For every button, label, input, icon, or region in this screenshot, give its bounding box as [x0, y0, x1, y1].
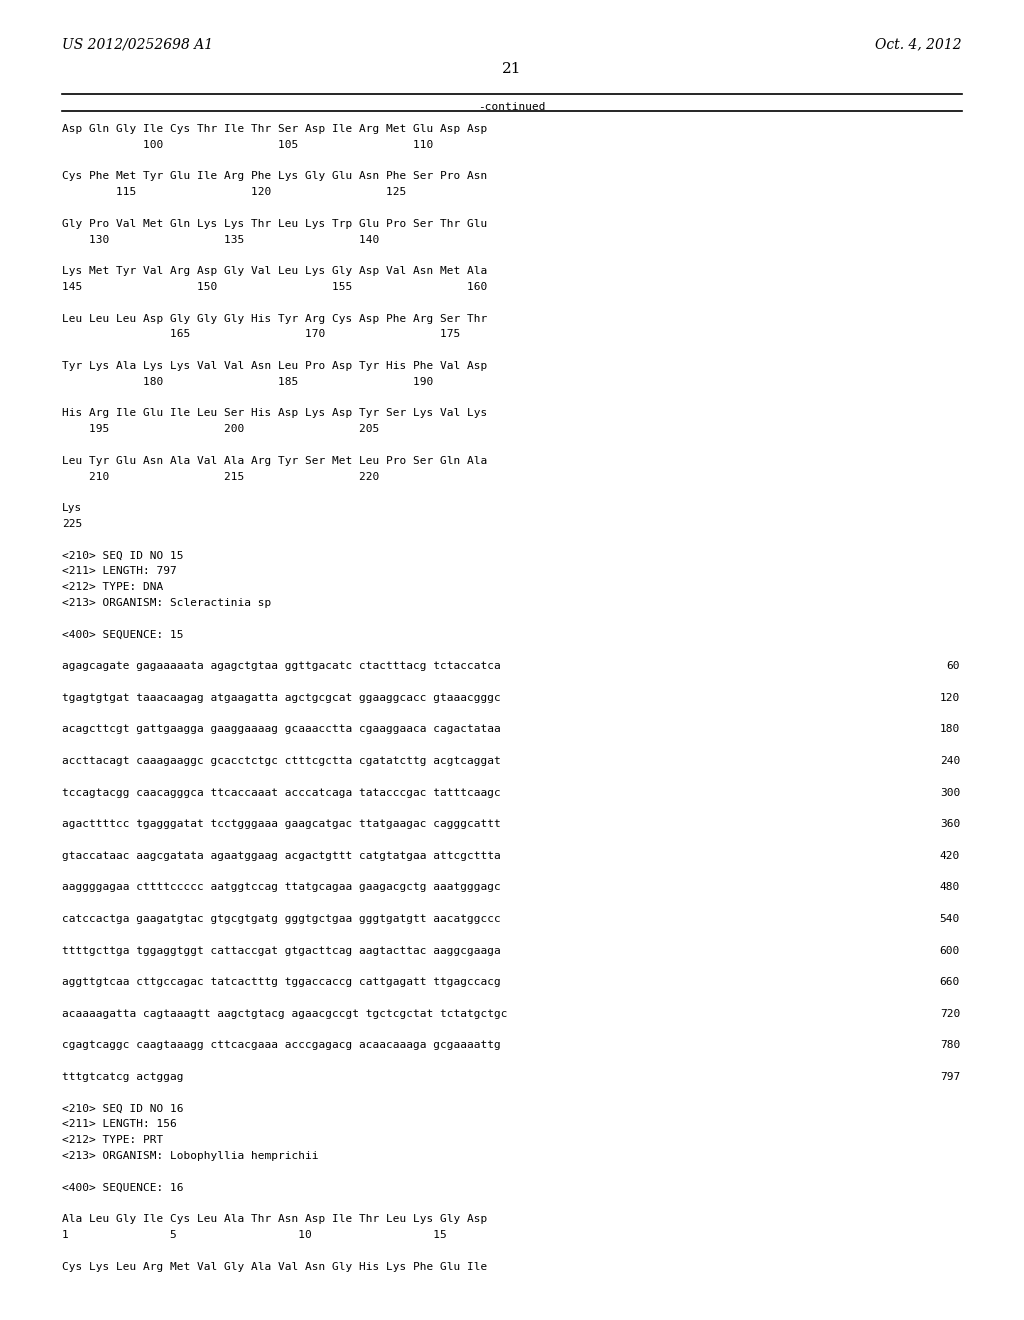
- Text: US 2012/0252698 A1: US 2012/0252698 A1: [62, 37, 213, 51]
- Text: 60: 60: [946, 661, 961, 671]
- Text: aggttgtcaa cttgccagac tatcactttg tggaccaccg cattgagatt ttgagccacg: aggttgtcaa cttgccagac tatcactttg tggacca…: [62, 977, 501, 987]
- Text: 720: 720: [940, 1008, 961, 1019]
- Text: Cys Lys Leu Arg Met Val Gly Ala Val Asn Gly His Lys Phe Glu Ile: Cys Lys Leu Arg Met Val Gly Ala Val Asn …: [62, 1262, 487, 1271]
- Text: Leu Leu Leu Asp Gly Gly Gly His Tyr Arg Cys Asp Phe Arg Ser Thr: Leu Leu Leu Asp Gly Gly Gly His Tyr Arg …: [62, 314, 487, 323]
- Text: <400> SEQUENCE: 15: <400> SEQUENCE: 15: [62, 630, 183, 640]
- Text: gtaccataac aagcgatata agaatggaag acgactgttt catgtatgaa attcgcttta: gtaccataac aagcgatata agaatggaag acgactg…: [62, 851, 501, 861]
- Text: Leu Tyr Glu Asn Ala Val Ala Arg Tyr Ser Met Leu Pro Ser Gln Ala: Leu Tyr Glu Asn Ala Val Ala Arg Tyr Ser …: [62, 455, 487, 466]
- Text: 1               5                  10                  15: 1 5 10 15: [62, 1230, 446, 1239]
- Text: accttacagt caaagaaggc gcacctctgc ctttcgctta cgatatcttg acgtcaggat: accttacagt caaagaaggc gcacctctgc ctttcgc…: [62, 756, 501, 766]
- Text: Lys: Lys: [62, 503, 82, 513]
- Text: 195                 200                 205: 195 200 205: [62, 424, 379, 434]
- Text: <212> TYPE: PRT: <212> TYPE: PRT: [62, 1135, 163, 1146]
- Text: -continued: -continued: [478, 102, 546, 112]
- Text: 420: 420: [940, 851, 961, 861]
- Text: <400> SEQUENCE: 16: <400> SEQUENCE: 16: [62, 1183, 183, 1192]
- Text: <210> SEQ ID NO 15: <210> SEQ ID NO 15: [62, 550, 183, 561]
- Text: 300: 300: [940, 788, 961, 797]
- Text: cgagtcaggc caagtaaagg cttcacgaaa acccgagacg acaacaaaga gcgaaaattg: cgagtcaggc caagtaaagg cttcacgaaa acccgag…: [62, 1040, 501, 1051]
- Text: 180                 185                 190: 180 185 190: [62, 376, 433, 387]
- Text: agagcagate gagaaaaata agagctgtaa ggttgacatc ctactttacg tctaccatca: agagcagate gagaaaaata agagctgtaa ggttgac…: [62, 661, 501, 671]
- Text: Asp Gln Gly Ile Cys Thr Ile Thr Ser Asp Ile Arg Met Glu Asp Asp: Asp Gln Gly Ile Cys Thr Ile Thr Ser Asp …: [62, 124, 487, 135]
- Text: His Arg Ile Glu Ile Leu Ser His Asp Lys Asp Tyr Ser Lys Val Lys: His Arg Ile Glu Ile Leu Ser His Asp Lys …: [62, 408, 487, 418]
- Text: acaaaagatta cagtaaagtt aagctgtacg agaacgccgt tgctcgctat tctatgctgc: acaaaagatta cagtaaagtt aagctgtacg agaacg…: [62, 1008, 508, 1019]
- Text: <210> SEQ ID NO 16: <210> SEQ ID NO 16: [62, 1104, 183, 1114]
- Text: <211> LENGTH: 156: <211> LENGTH: 156: [62, 1119, 177, 1130]
- Text: Ala Leu Gly Ile Cys Leu Ala Thr Asn Asp Ile Thr Leu Lys Gly Asp: Ala Leu Gly Ile Cys Leu Ala Thr Asn Asp …: [62, 1214, 487, 1224]
- Text: 115                 120                 125: 115 120 125: [62, 187, 407, 197]
- Text: 600: 600: [940, 945, 961, 956]
- Text: 360: 360: [940, 820, 961, 829]
- Text: acagcttcgt gattgaagga gaaggaaaag gcaaacctta cgaaggaaca cagactataa: acagcttcgt gattgaagga gaaggaaaag gcaaacc…: [62, 725, 501, 734]
- Text: 165                 170                 175: 165 170 175: [62, 330, 460, 339]
- Text: agacttttcc tgagggatat tcctgggaaa gaagcatgac ttatgaagac cagggcattt: agacttttcc tgagggatat tcctgggaaa gaagcat…: [62, 820, 501, 829]
- Text: 540: 540: [940, 913, 961, 924]
- Text: 780: 780: [940, 1040, 961, 1051]
- Text: 225: 225: [62, 519, 82, 529]
- Text: 120: 120: [940, 693, 961, 702]
- Text: tccagtacgg caacagggca ttcaccaaat acccatcaga tatacccgac tatttcaagc: tccagtacgg caacagggca ttcaccaaat acccatc…: [62, 788, 501, 797]
- Text: 240: 240: [940, 756, 961, 766]
- Text: Oct. 4, 2012: Oct. 4, 2012: [876, 37, 962, 51]
- Text: catccactga gaagatgtac gtgcgtgatg gggtgctgaa gggtgatgtt aacatggccc: catccactga gaagatgtac gtgcgtgatg gggtgct…: [62, 913, 501, 924]
- Text: 210                 215                 220: 210 215 220: [62, 471, 379, 482]
- Text: aaggggagaa cttttccccc aatggtccag ttatgcagaa gaagacgctg aaatgggagc: aaggggagaa cttttccccc aatggtccag ttatgca…: [62, 882, 501, 892]
- Text: <211> LENGTH: 797: <211> LENGTH: 797: [62, 566, 177, 577]
- Text: 660: 660: [940, 977, 961, 987]
- Text: 180: 180: [940, 725, 961, 734]
- Text: Lys Met Tyr Val Arg Asp Gly Val Leu Lys Gly Asp Val Asn Met Ala: Lys Met Tyr Val Arg Asp Gly Val Leu Lys …: [62, 267, 487, 276]
- Text: tttgtcatcg actggag: tttgtcatcg actggag: [62, 1072, 183, 1082]
- Text: 21: 21: [502, 62, 522, 77]
- Text: 145                 150                 155                 160: 145 150 155 160: [62, 282, 487, 292]
- Text: Tyr Lys Ala Lys Lys Val Val Asn Leu Pro Asp Tyr His Phe Val Asp: Tyr Lys Ala Lys Lys Val Val Asn Leu Pro …: [62, 360, 487, 371]
- Text: Cys Phe Met Tyr Glu Ile Arg Phe Lys Gly Glu Asn Phe Ser Pro Asn: Cys Phe Met Tyr Glu Ile Arg Phe Lys Gly …: [62, 172, 487, 181]
- Text: 480: 480: [940, 882, 961, 892]
- Text: 797: 797: [940, 1072, 961, 1082]
- Text: 100                 105                 110: 100 105 110: [62, 140, 433, 149]
- Text: <213> ORGANISM: Lobophyllia hemprichii: <213> ORGANISM: Lobophyllia hemprichii: [62, 1151, 318, 1162]
- Text: ttttgcttga tggaggtggt cattaccgat gtgacttcag aagtacttac aaggcgaaga: ttttgcttga tggaggtggt cattaccgat gtgactt…: [62, 945, 501, 956]
- Text: Gly Pro Val Met Gln Lys Lys Thr Leu Lys Trp Glu Pro Ser Thr Glu: Gly Pro Val Met Gln Lys Lys Thr Leu Lys …: [62, 219, 487, 228]
- Text: <213> ORGANISM: Scleractinia sp: <213> ORGANISM: Scleractinia sp: [62, 598, 271, 609]
- Text: tgagtgtgat taaacaagag atgaagatta agctgcgcat ggaaggcacc gtaaacgggc: tgagtgtgat taaacaagag atgaagatta agctgcg…: [62, 693, 501, 702]
- Text: <212> TYPE: DNA: <212> TYPE: DNA: [62, 582, 163, 593]
- Text: 130                 135                 140: 130 135 140: [62, 235, 379, 244]
